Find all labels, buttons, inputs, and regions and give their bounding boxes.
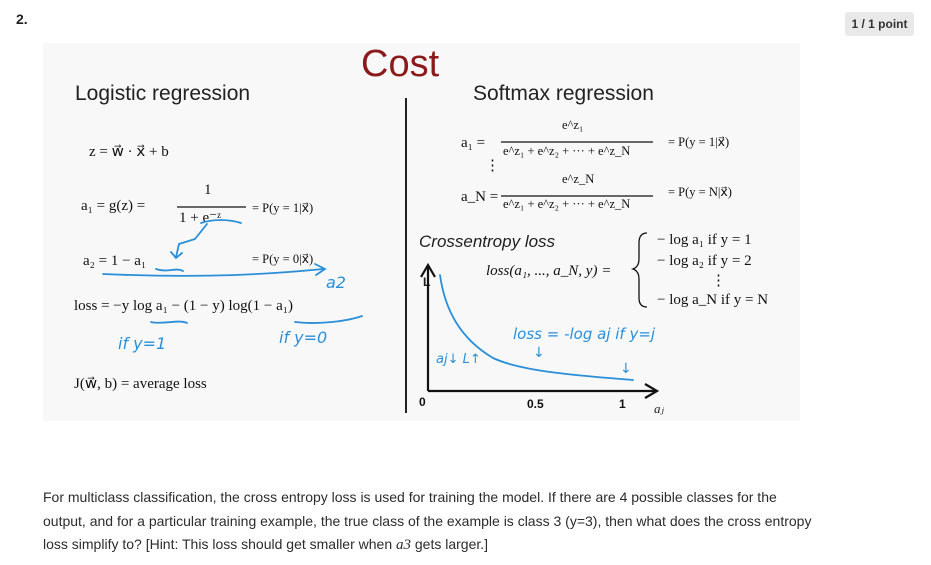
softmax-a1-denominator: e^z₁ + e^z₂ + ··· + e^z_N xyxy=(503,144,631,158)
softmax-a1-lhs: a₁ = xyxy=(461,135,486,151)
plot-tick-0.5: 0.5 xyxy=(527,397,544,411)
loss-case-N: − log a_N if y = N xyxy=(657,292,769,308)
arrow-head-a2 xyxy=(170,251,183,260)
softmax-vdots: ⋮ xyxy=(485,158,500,174)
logistic-heading: Logistic regression xyxy=(75,82,251,105)
neg-log-curve xyxy=(439,274,634,381)
vertical-divider xyxy=(405,98,407,413)
underline-log-1-a1 xyxy=(294,315,363,324)
a1-logistic-lhs: a₁ = g(z) = xyxy=(81,198,146,214)
softmax-aN-numerator: e^z_N xyxy=(562,172,595,186)
handwritten-if-y0-note: if y=0 xyxy=(279,328,328,347)
loss-case-1: − log a₁ if y = 1 xyxy=(657,232,752,248)
crossentropy-label: Crossentropy loss xyxy=(419,232,556,251)
plot-x-label: aⱼ xyxy=(654,401,664,416)
plot-tick-0: 0 xyxy=(419,395,426,409)
question-number: 2. xyxy=(16,11,28,27)
question-text-after: gets larger.] xyxy=(411,536,489,552)
handwritten-aj-L-note: aj↓ L↑ xyxy=(436,352,481,367)
question-prompt: For multiclass classification, the cross… xyxy=(43,486,813,558)
a1-logistic-denominator: 1 + e⁻ᶻ xyxy=(179,210,222,226)
handwritten-down-arrow-1: ↓ xyxy=(533,345,545,361)
lecture-slide-image: Cost Logistic regression z = w⃗ · x⃗ + b… xyxy=(43,43,800,421)
a2-equation: a₂ = 1 − a₁ xyxy=(83,253,147,269)
handwritten-a2-note: a2 xyxy=(326,273,346,292)
softmax-a1-prob: = P(y = 1|x⃗) xyxy=(668,135,730,149)
a1-logistic-numerator: 1 xyxy=(204,182,212,198)
arrow-to-a2-note xyxy=(102,268,324,277)
plot-y-label: L xyxy=(423,275,431,289)
question-text-before: For multiclass classification, the cross… xyxy=(43,489,812,552)
a2-prob: = P(y = 0|x⃗) xyxy=(252,252,314,266)
a1-logistic-prob: = P(y = 1|x⃗) xyxy=(252,201,314,215)
plot-y-axis-arrow xyxy=(420,262,436,278)
logistic-loss-equation: loss = −y log a₁ − (1 − y) log(1 − a₁) xyxy=(74,298,293,314)
softmax-heading: Softmax regression xyxy=(473,82,654,105)
underline-logistic-den xyxy=(200,219,242,224)
z-equation: z = w⃗ · x⃗ + b xyxy=(89,144,169,160)
softmax-aN-prob: = P(y = N|x⃗) xyxy=(668,185,732,199)
slide-title: Cost xyxy=(361,43,440,85)
plot-tick-1: 1 xyxy=(619,397,626,411)
underline-a1 xyxy=(155,268,184,272)
handwritten-down-arrow-2: ↓ xyxy=(620,361,632,377)
slide-drawing-layer xyxy=(102,141,660,399)
underline-log-a1 xyxy=(150,320,188,324)
cases-brace xyxy=(630,232,648,308)
softmax-aN-lhs: a_N = xyxy=(461,189,499,205)
arrow-to-a2 xyxy=(175,223,208,258)
cost-j-equation: J(w⃗, b) = average loss xyxy=(74,376,207,392)
arrow-head-a2-note xyxy=(314,263,327,276)
handwritten-loss-note: loss = -log aj if y=j xyxy=(513,325,656,343)
points-badge: 1 / 1 point xyxy=(845,12,914,36)
loss-case-dots: ⋮ xyxy=(711,273,726,289)
softmax-loss-lhs: loss(a₁, ..., a_N, y) = xyxy=(486,263,612,279)
loss-case-2: − log a₂ if y = 2 xyxy=(657,253,752,269)
softmax-aN-denominator: e^z₁ + e^z₂ + ··· + e^z_N xyxy=(503,197,631,211)
question-math-a3: a3 xyxy=(396,537,411,553)
plot-x-axis-arrow xyxy=(644,383,660,399)
softmax-a1-numerator: e^z₁ xyxy=(562,118,584,132)
handwritten-if-y1-note: if y=1 xyxy=(118,334,167,353)
